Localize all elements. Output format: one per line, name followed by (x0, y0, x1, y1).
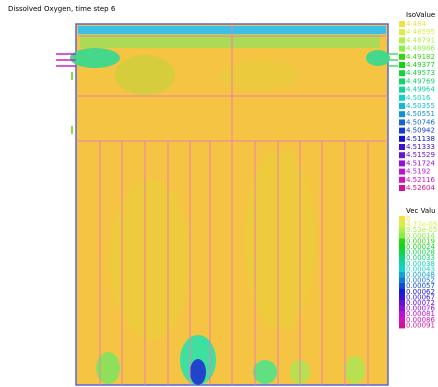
legend-swatch (399, 278, 405, 284)
legend-swatch (399, 46, 405, 52)
plot (56, 24, 398, 385)
legend-swatch (399, 294, 405, 300)
legend-swatch (399, 29, 405, 35)
legend-label: 4.49573 (406, 69, 435, 77)
legend-label: 4.52116 (406, 176, 435, 184)
legend-swatch (399, 238, 405, 244)
legend-swatch (399, 216, 405, 222)
legend-swatch (399, 322, 405, 328)
legend-label: 4.49964 (406, 86, 435, 94)
legend-swatch (399, 152, 405, 158)
legend-swatch (399, 128, 405, 134)
legend-swatch (399, 103, 405, 109)
legend-swatch (399, 300, 405, 306)
legend-label: 4.50551 (406, 110, 435, 118)
legend-swatch (399, 317, 405, 323)
legend-label: 4.49377 (406, 61, 435, 69)
legend-label: 4.5192 (406, 168, 431, 176)
legend-label: 4.51138 (406, 135, 435, 143)
vec-legend: Vec Valu 04.77e-059.53e-050.000140.00019… (399, 207, 437, 329)
legend-label: 4.52604 (406, 184, 435, 192)
legend-swatch (399, 272, 405, 278)
legend-swatch (399, 250, 405, 256)
legend-swatch (399, 21, 405, 27)
title: Dissolved Oxygen, time step 6 (8, 5, 116, 13)
legend-label: 4.50942 (406, 127, 435, 135)
legend-swatch (399, 255, 405, 261)
plume (253, 360, 277, 384)
legend-title: IsoValue (406, 11, 435, 19)
legend-swatch (399, 62, 405, 68)
legend-swatch (399, 266, 405, 272)
legend-swatch (399, 233, 405, 239)
legend-swatch (399, 119, 405, 125)
legend-swatch (399, 306, 405, 312)
legend-swatch (399, 185, 405, 191)
legend-label: 4.50746 (406, 118, 435, 126)
legend-label: 4.48791 (406, 36, 435, 44)
legend-swatch (399, 169, 405, 175)
legend-swatch (399, 78, 405, 84)
legend-label: 4.51333 (406, 143, 435, 151)
legend-swatch (399, 261, 405, 267)
legend-swatch (399, 111, 405, 117)
legend-swatch (399, 144, 405, 150)
inlet-right (366, 50, 390, 66)
legend-label: 4.50355 (406, 102, 435, 110)
legend-swatch (399, 70, 405, 76)
legend-swatch (399, 289, 405, 295)
legend-swatch (399, 37, 405, 43)
legend-swatch (399, 95, 405, 101)
legend-swatch (399, 160, 405, 166)
legend-label: 4.5016 (406, 94, 431, 102)
legend-swatch (399, 283, 405, 289)
legend-label: 4.49769 (406, 77, 435, 85)
plume-core (190, 359, 206, 385)
legend-swatch (399, 136, 405, 142)
legend-title: Vec Valu (406, 207, 436, 215)
legend-swatch (399, 244, 405, 250)
iso-legend: IsoValue 4.4844.485954.487914.489864.491… (399, 11, 435, 192)
legend-label: 4.48595 (406, 28, 435, 36)
plume (115, 55, 175, 95)
legend-label: 4.48986 (406, 45, 435, 53)
legend-label: 4.49182 (406, 53, 435, 61)
legend-swatch (399, 87, 405, 93)
legend-label: 4.51529 (406, 151, 435, 159)
legend-swatch (399, 177, 405, 183)
inlet-left (70, 48, 120, 68)
legend-label: 0.00091 (406, 321, 435, 329)
legend-swatch (399, 222, 405, 228)
legend-label: 4.484 (406, 20, 427, 28)
visualization: Dissolved Oxygen, time step 6 IsoValue 4… (0, 0, 438, 387)
legend-label: 4.51724 (406, 159, 435, 167)
legend-swatch (399, 311, 405, 317)
legend-swatch (399, 54, 405, 60)
plume (345, 356, 365, 384)
legend-swatch (399, 227, 405, 233)
